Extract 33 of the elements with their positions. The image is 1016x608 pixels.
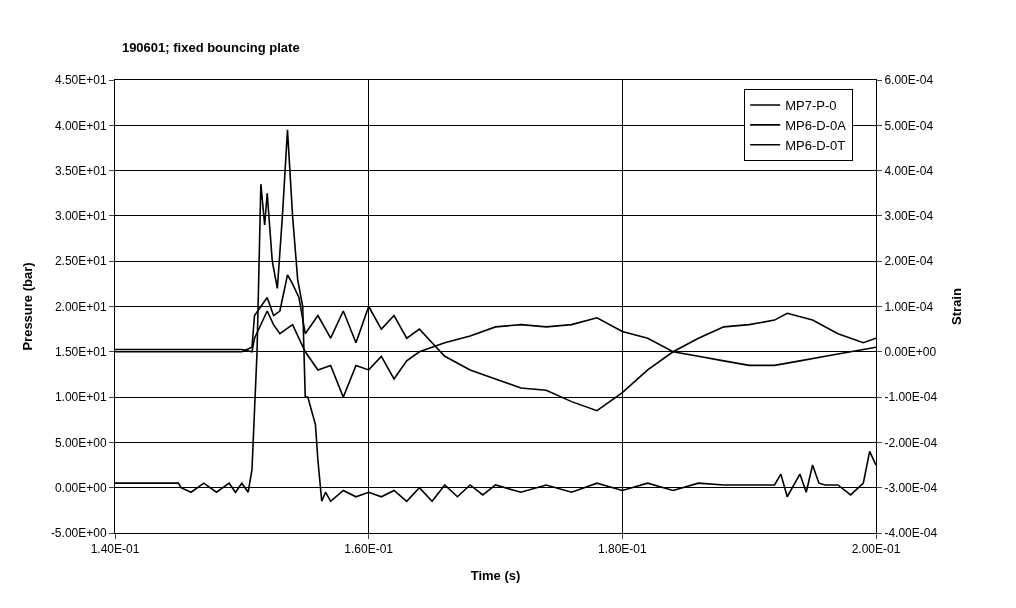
x-tick-label: 2.00E-01 <box>851 542 901 557</box>
y2-tick-label: 2.00E-04 <box>884 254 934 269</box>
y-tick-label: 3.50E+01 <box>54 163 107 178</box>
legend-label: MP6-D-0A <box>785 117 847 133</box>
y-tick-label: 1.50E+01 <box>54 345 107 359</box>
x-tick-label: 1.40E-01 <box>90 542 140 557</box>
y2-tick-label: 6.00E-04 <box>884 73 934 88</box>
y-axis-title: Pressure (bar) <box>19 262 35 351</box>
x-tick-label: 1.80E-01 <box>597 542 648 557</box>
y-tick-label: 2.00E+01 <box>54 299 107 314</box>
y2-tick-label: 3.00E-04 <box>884 209 934 224</box>
chart-title: 190601; fixed bouncing plate <box>121 39 300 55</box>
y-tick-label: 1.00E+01 <box>54 390 107 405</box>
y-tick-label: 2.50E+01 <box>54 254 107 269</box>
y-tick-label: 4.50E+01 <box>54 73 107 88</box>
y2-axis-title: Strain <box>949 288 965 325</box>
y2-tick-label: -2.00E-04 <box>884 435 938 450</box>
legend-label: MP6-D-0T <box>785 137 846 153</box>
y-tick-label: 0.00E+00 <box>54 480 107 495</box>
y-tick-label: 4.00E+01 <box>54 118 107 133</box>
x-axis-title: Time (s) <box>470 568 521 583</box>
y2-tick-label: 5.00E-04 <box>884 118 934 133</box>
y2-tick-label: -3.00E-04 <box>884 480 938 495</box>
y2-tick-label: -4.00E-04 <box>884 526 938 541</box>
y-tick-label: 3.00E+01 <box>54 209 107 224</box>
y2-tick-label: 0.00E+00 <box>884 345 937 359</box>
y2-tick-label: -1.00E-04 <box>884 390 938 405</box>
x-tick-label: 1.60E-01 <box>344 542 394 557</box>
legend-label: MP7-P-0 <box>785 98 837 114</box>
y-tick-label: 5.00E+00 <box>54 435 107 450</box>
y2-tick-label: 4.00E-04 <box>884 163 934 178</box>
y-tick-label: -5.00E+00 <box>50 526 107 541</box>
y2-tick-label: 1.00E-04 <box>884 299 934 314</box>
